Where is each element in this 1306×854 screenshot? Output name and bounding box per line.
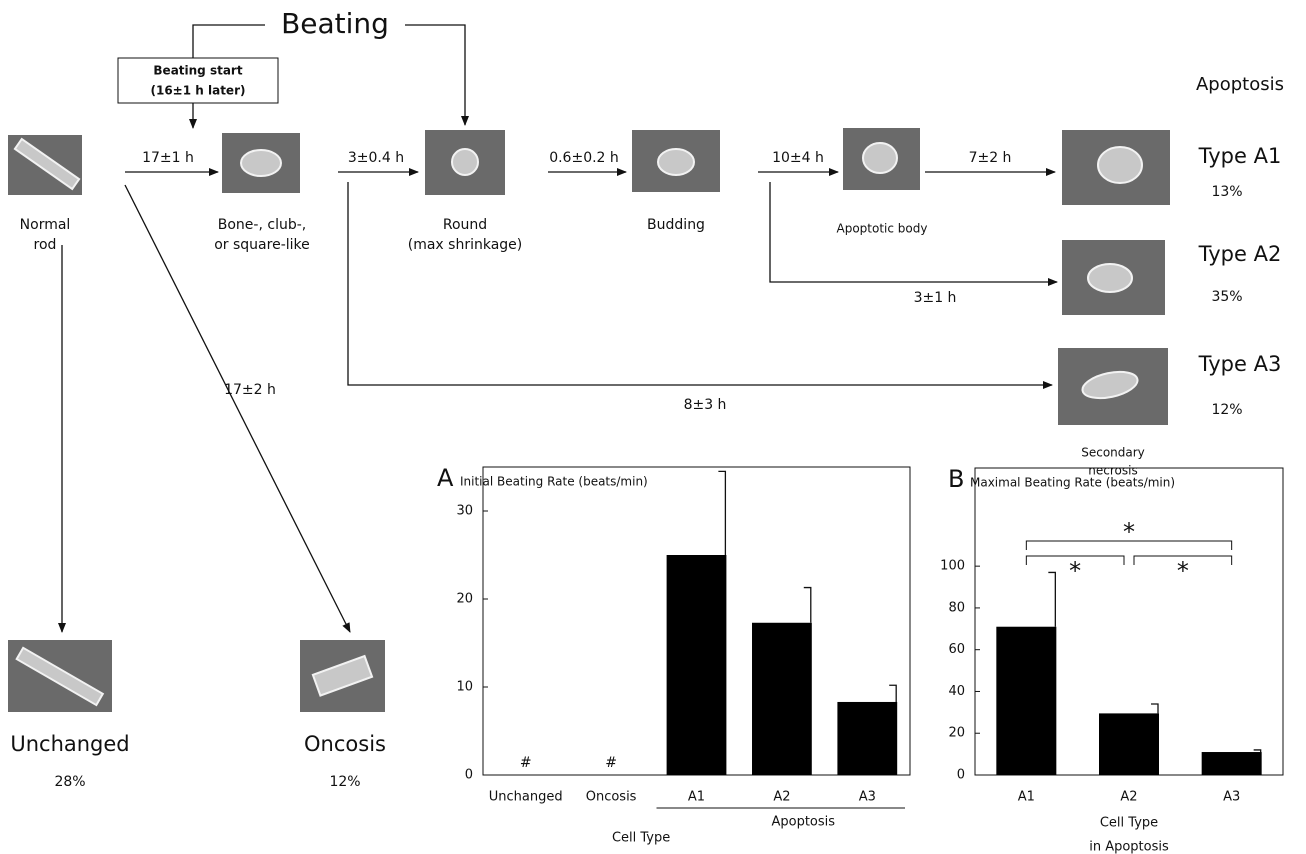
y-tick-label: 100	[940, 559, 965, 574]
x-axis-label: Cell Type	[612, 831, 670, 846]
cell-image	[1062, 130, 1170, 205]
significance-label: *	[1177, 557, 1189, 585]
outcome-type: Unchanged	[10, 732, 129, 756]
arrow-label: 17±1 h	[142, 150, 194, 166]
x-tick-label: A3	[859, 790, 876, 805]
node-label: (max shrinkage)	[408, 237, 523, 253]
panel-letter: A	[437, 464, 454, 492]
outcome-type: Type A3	[1198, 352, 1282, 376]
y-tick-label: 40	[948, 684, 965, 699]
cell-image	[1058, 348, 1168, 425]
node-label: Bone-, club-,	[218, 217, 306, 233]
outcome-percent: 28%	[54, 774, 85, 790]
y-tick-label: 80	[948, 600, 965, 615]
bar	[752, 623, 812, 775]
cell-image	[1062, 240, 1165, 315]
significance-label: *	[1123, 518, 1135, 546]
y-tick-label: 60	[948, 642, 965, 657]
cell-image	[300, 640, 385, 712]
x-tick-label: A2	[773, 790, 790, 805]
node-label: Secondary	[1081, 446, 1145, 460]
panel-letter: B	[948, 465, 964, 493]
arrow-label: 3±0.4 h	[348, 150, 404, 166]
node-label: Normal	[20, 217, 71, 233]
x-tick-label: Unchanged	[489, 790, 563, 805]
bar	[667, 555, 727, 775]
bar	[1202, 752, 1262, 775]
figure: Beating Beating start (16±1 h later) Apo…	[0, 0, 1306, 854]
x-tick-label: Oncosis	[586, 790, 637, 805]
arrow-label: 0.6±0.2 h	[549, 150, 619, 166]
chart-title: Initial Beating Rate (beats/min)	[460, 475, 648, 489]
cell-image	[632, 130, 720, 192]
x-tick-label: A2	[1120, 790, 1137, 805]
chart-title: Maximal Beating Rate (beats/min)	[970, 476, 1175, 490]
arrow-label: 3±1 h	[914, 290, 957, 306]
start-box-text: (16±1 h later)	[151, 84, 246, 98]
error-bar	[889, 685, 896, 702]
bar	[837, 702, 897, 775]
start-box-text: Beating start	[153, 64, 242, 78]
cell-image	[222, 133, 300, 193]
arrow-label: 10±4 h	[772, 150, 824, 166]
group-label: Apoptosis	[771, 815, 835, 830]
x-tick-label: A1	[688, 790, 705, 805]
apoptosis-label: Apoptosis	[1196, 74, 1284, 95]
x-axis-label: Cell Type	[1100, 816, 1158, 831]
bar	[996, 627, 1056, 775]
cell-image	[8, 640, 112, 712]
error-bar	[718, 471, 725, 555]
cell-image	[8, 135, 82, 195]
x-tick-label: A1	[1018, 790, 1035, 805]
value-label: #	[520, 755, 532, 771]
error-bar	[1048, 572, 1055, 626]
outcome-percent: 13%	[1211, 184, 1242, 200]
node-label: Round	[443, 217, 487, 233]
error-bar	[1151, 704, 1158, 713]
node-label: rod	[34, 237, 57, 253]
y-tick-label: 0	[957, 768, 965, 783]
node-label: Apoptotic body	[837, 222, 928, 236]
value-label: #	[605, 755, 617, 771]
arrow-label: 17±2 h	[224, 382, 276, 398]
arrow	[348, 182, 1052, 385]
y-tick-label: 20	[948, 726, 965, 741]
error-bar	[1254, 750, 1261, 752]
outcome-type: Type A1	[1198, 144, 1282, 168]
arrow-label: 8±3 h	[684, 397, 727, 413]
outcome-type: Oncosis	[304, 732, 386, 756]
bar	[1099, 713, 1159, 775]
beating-header: Beating	[281, 7, 389, 40]
arrow	[405, 25, 465, 125]
cell-image	[843, 128, 920, 190]
outcome-percent: 12%	[329, 774, 360, 790]
y-tick-label: 10	[456, 680, 473, 695]
y-tick-label: 20	[456, 592, 473, 607]
arrow-label: 7±2 h	[969, 150, 1012, 166]
node-label: Budding	[647, 217, 705, 233]
bracket-line	[193, 25, 265, 58]
node-label: or square-like	[214, 237, 310, 253]
cell-image	[425, 130, 505, 195]
x-axis-label: in Apoptosis	[1089, 840, 1169, 854]
x-tick-label: A3	[1223, 790, 1240, 805]
y-tick-label: 0	[465, 768, 473, 783]
outcome-percent: 12%	[1211, 402, 1242, 418]
significance-label: *	[1069, 557, 1081, 585]
error-bar	[804, 588, 811, 623]
outcome-type: Type A2	[1198, 242, 1282, 266]
outcome-percent: 35%	[1211, 289, 1242, 305]
y-tick-label: 30	[456, 504, 473, 519]
